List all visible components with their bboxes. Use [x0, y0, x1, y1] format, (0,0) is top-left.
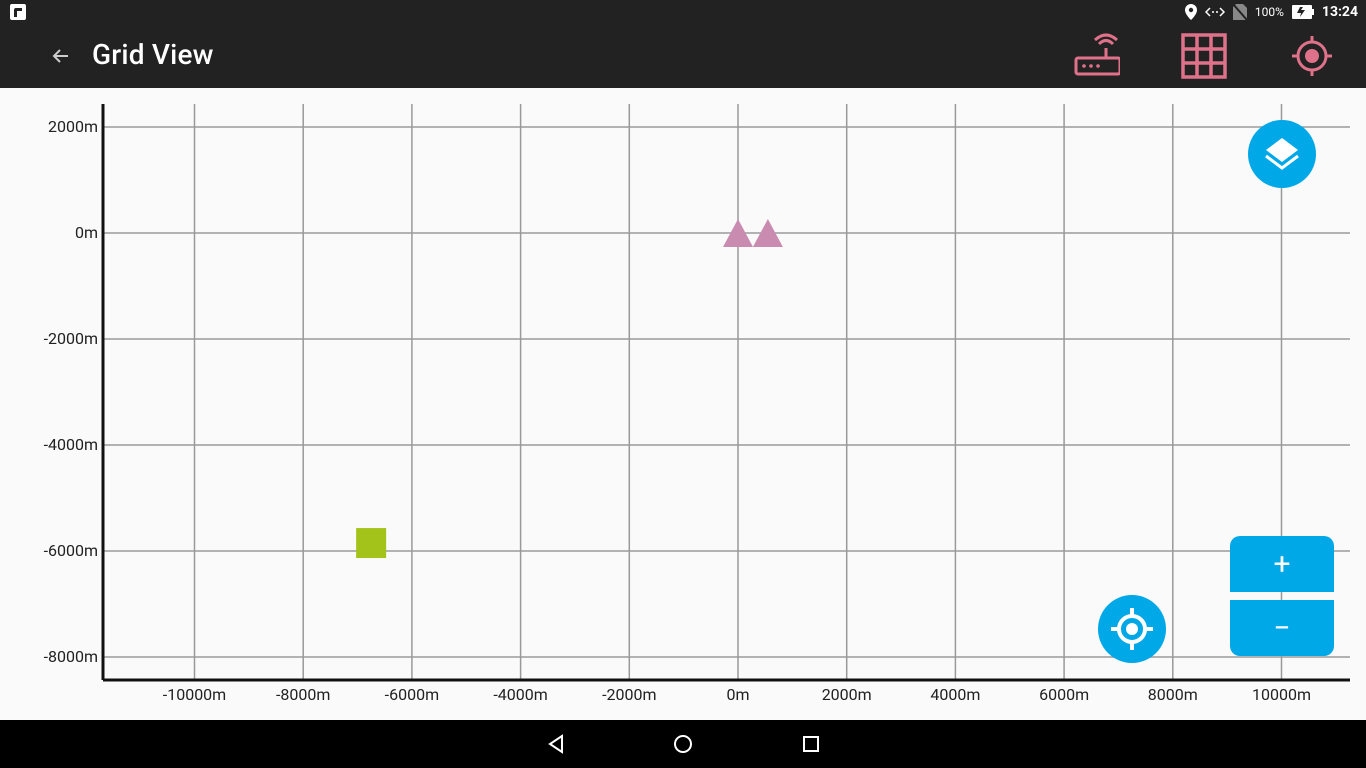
grid-icon	[1181, 33, 1227, 79]
back-button[interactable]	[40, 36, 80, 76]
locate-target-button[interactable]	[1286, 30, 1338, 82]
layers-button[interactable]	[1248, 120, 1316, 188]
system-nav-bar	[0, 720, 1366, 768]
app-notification-icon	[10, 4, 26, 20]
gps-target-icon	[1292, 36, 1332, 76]
zoom-out-button[interactable]: −	[1230, 600, 1334, 656]
battery-icon	[1291, 5, 1314, 19]
x-tick-label: 4000m	[930, 685, 981, 704]
my-location-button[interactable]	[1098, 595, 1166, 663]
y-tick-label: -6000m	[43, 541, 98, 560]
x-tick-label: -8000m	[275, 685, 331, 704]
zoom-controls: + −	[1230, 536, 1334, 656]
battery-percent: 100%	[1254, 5, 1284, 19]
nav-home-button[interactable]	[667, 728, 699, 760]
x-tick-label: -4000m	[493, 685, 548, 704]
zoom-in-button[interactable]: +	[1230, 536, 1334, 592]
x-tick-label: 10000m	[1252, 685, 1311, 704]
layers-icon	[1265, 138, 1299, 170]
square-marker[interactable]	[356, 528, 387, 559]
y-tick-label: -2000m	[43, 329, 98, 348]
y-tick-label: 2000m	[48, 117, 98, 136]
nav-home-icon	[674, 735, 692, 753]
my-location-icon	[1111, 608, 1153, 650]
router-button[interactable]	[1070, 30, 1122, 82]
data-transfer-icon	[1204, 7, 1225, 17]
nav-back-icon	[548, 734, 563, 754]
x-tick-label: -10000m	[162, 685, 227, 704]
status-bar: 100% 13:24	[0, 0, 1366, 24]
x-tick-label: -2000m	[602, 685, 657, 704]
y-tick-label: 0m	[74, 223, 98, 242]
page-title: Grid View	[92, 38, 214, 71]
arrow-back-icon	[52, 49, 68, 63]
location-icon	[1184, 4, 1197, 20]
status-time: 13:24	[1321, 4, 1358, 20]
x-tick-label: 2000m	[821, 685, 872, 704]
nav-recents-button[interactable]	[795, 728, 827, 760]
no-sim-icon	[1232, 4, 1247, 20]
grid-canvas[interactable]	[0, 88, 1366, 720]
triangle-marker[interactable]	[723, 219, 753, 247]
router-icon	[1074, 33, 1120, 76]
y-tick-label: -8000m	[43, 647, 98, 666]
x-tick-label: 6000m	[1039, 685, 1090, 704]
x-tick-label: 8000m	[1147, 685, 1198, 704]
triangle-marker[interactable]	[752, 219, 783, 247]
nav-recents-icon	[803, 736, 819, 752]
grid-view-button[interactable]	[1178, 30, 1230, 82]
nav-back-button[interactable]	[540, 728, 572, 760]
y-tick-label: -4000m	[43, 435, 98, 454]
x-tick-label: -6000m	[384, 685, 440, 704]
x-tick-label: 0m	[726, 685, 750, 704]
app-bar: Grid View	[0, 24, 1366, 88]
